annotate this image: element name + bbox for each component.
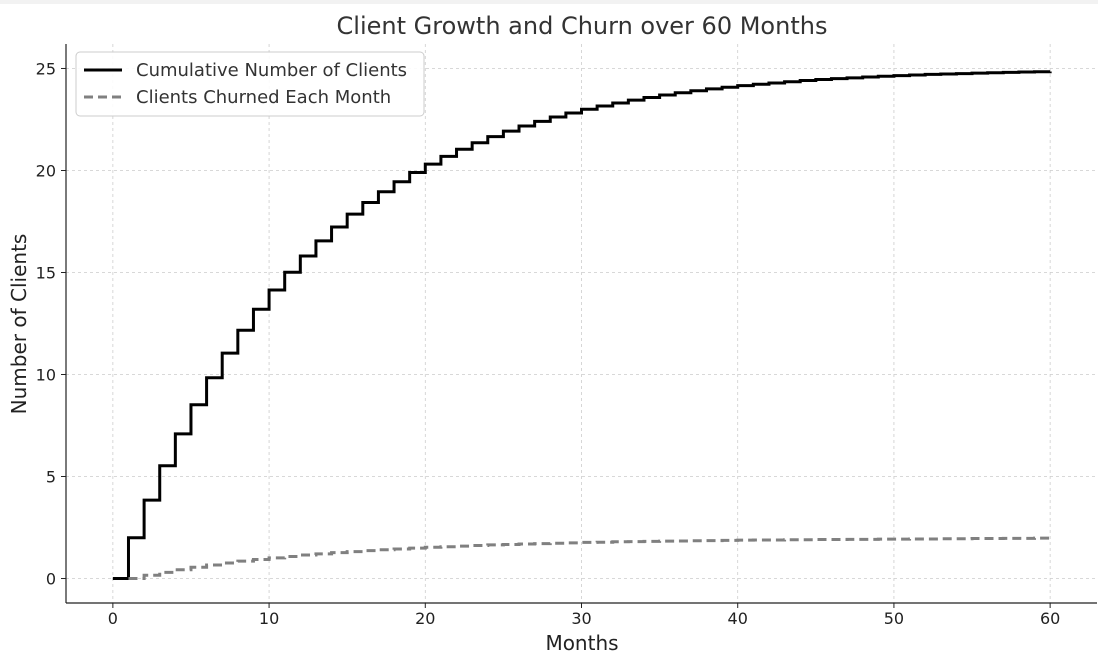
x-tick-label: 30 bbox=[571, 609, 591, 628]
x-tick-label: 10 bbox=[259, 609, 279, 628]
y-tick-label: 5 bbox=[46, 468, 56, 487]
y-axis-label: Number of Clients bbox=[7, 234, 31, 415]
y-tick-label: 0 bbox=[46, 570, 56, 589]
x-tick-label: 40 bbox=[728, 609, 748, 628]
legend-label-1: Clients Churned Each Month bbox=[136, 87, 391, 108]
legend: Cumulative Number of Clients Clients Chur… bbox=[75, 51, 425, 117]
top-strip bbox=[0, 0, 1098, 4]
y-tick-label: 20 bbox=[36, 161, 56, 180]
x-tick-label: 0 bbox=[108, 609, 118, 628]
y-tick-label: 10 bbox=[36, 366, 56, 385]
chart-title: Client Growth and Churn over 60 Months bbox=[337, 12, 828, 40]
legend-label-0: Cumulative Number of Clients bbox=[136, 60, 407, 81]
y-tick-label: 15 bbox=[36, 263, 56, 282]
legend-box bbox=[75, 51, 425, 117]
x-tick-label: 20 bbox=[415, 609, 435, 628]
x-tick-label: 60 bbox=[1040, 609, 1060, 628]
tick-labels: 0 10 20 30 40 50 60 0 5 10 15 20 25 bbox=[36, 59, 1061, 628]
series-line-0 bbox=[112, 70, 1052, 581]
axes bbox=[61, 44, 1097, 608]
series-line-1 bbox=[128, 536, 1051, 581]
series-group bbox=[112, 70, 1052, 581]
y-tick-label: 25 bbox=[36, 59, 56, 78]
grid-lines bbox=[66, 44, 1097, 603]
x-tick-label: 50 bbox=[884, 609, 904, 628]
x-axis-label: Months bbox=[545, 631, 618, 655]
